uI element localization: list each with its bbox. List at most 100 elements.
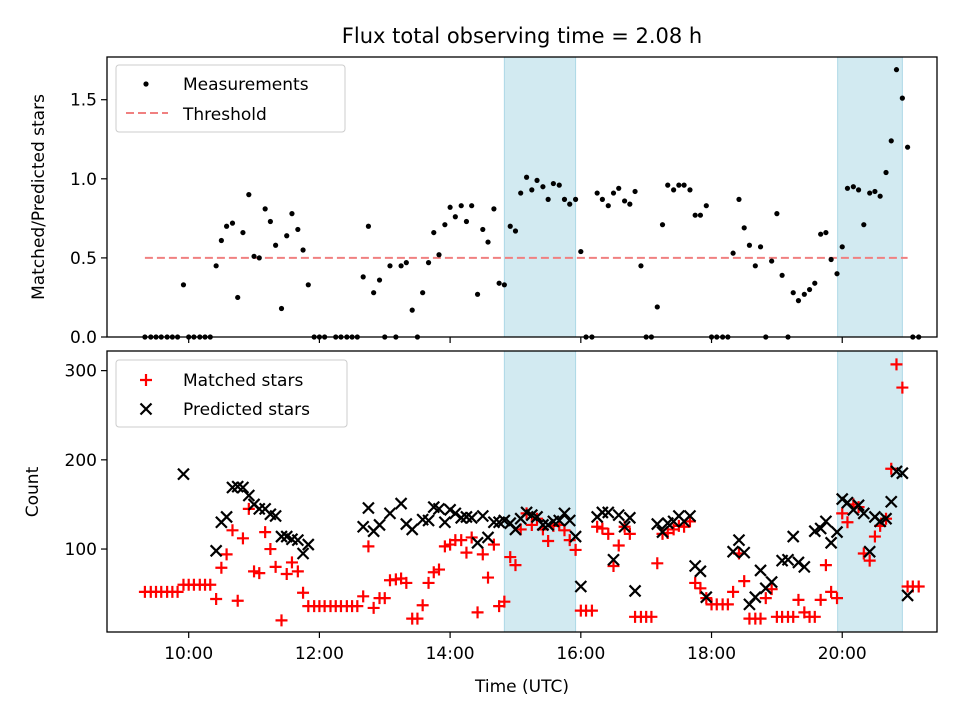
measurement-point xyxy=(899,95,905,101)
measurement-point xyxy=(605,203,611,209)
legend-predicted-marker xyxy=(139,402,153,416)
matched-star-point xyxy=(253,567,266,580)
predicted-star-point xyxy=(628,584,642,598)
matched-star-point xyxy=(422,576,435,589)
measurement-point xyxy=(567,201,573,207)
predicted-star-point xyxy=(177,467,190,481)
measurement-point xyxy=(818,231,824,237)
measurement-point xyxy=(529,187,535,193)
measurement-point xyxy=(622,198,628,204)
measurement-point xyxy=(594,190,600,196)
matched-star-point xyxy=(416,599,429,612)
predicted-star-point xyxy=(694,565,707,578)
matched-star-point xyxy=(825,585,838,598)
measurement-point xyxy=(474,291,481,297)
matched-star-point xyxy=(689,576,702,589)
predicted-star-point xyxy=(296,547,310,560)
predicted-star-point xyxy=(651,517,664,531)
measurement-point xyxy=(540,184,546,190)
measurement-point xyxy=(469,203,475,209)
predicted-star-point xyxy=(824,536,838,550)
measurement-point xyxy=(256,255,262,261)
predicted-star-point xyxy=(726,545,740,558)
predicted-star-point xyxy=(765,575,778,589)
matched-star-point xyxy=(400,576,413,589)
measurement-point xyxy=(834,271,840,277)
matched-star-point xyxy=(411,612,424,625)
legend-measurements-label: Measurements xyxy=(183,75,309,95)
predicted-star-point xyxy=(220,510,233,524)
matched-star-point xyxy=(759,592,772,605)
measurement-point xyxy=(806,286,813,293)
predicted-star-point xyxy=(432,502,446,516)
predicted-star-point xyxy=(471,536,484,550)
measurement-point xyxy=(877,193,883,199)
bottom-plot-frame xyxy=(106,350,938,633)
measurement-point xyxy=(741,225,747,231)
predicted-star-point xyxy=(569,530,582,543)
measurement-point xyxy=(491,206,497,212)
measurement-point xyxy=(888,138,894,144)
x-tick-label: 16:00 xyxy=(556,644,605,664)
predicted-star-point xyxy=(438,515,452,529)
measurement-point xyxy=(823,229,829,236)
x-tick-label: 20:00 xyxy=(818,644,867,664)
y-tick-label: 200 xyxy=(65,451,97,471)
matched-star-point xyxy=(476,548,489,561)
y-tick-label: 1.0 xyxy=(70,170,97,190)
matched-star-point xyxy=(808,610,821,623)
chart-title: Flux total observing time = 2.08 h xyxy=(342,24,702,48)
measurement-point xyxy=(561,196,568,202)
measurement-point xyxy=(828,256,834,263)
predicted-star-point xyxy=(656,525,669,539)
matched-star-point xyxy=(721,598,734,611)
measurement-point xyxy=(556,182,562,188)
measurement-point xyxy=(730,250,736,256)
matched-star-point xyxy=(465,531,478,544)
measurement-point xyxy=(447,204,453,210)
measurement-point xyxy=(452,214,458,220)
predicted-star-point xyxy=(242,489,256,502)
matched-star-point xyxy=(226,524,239,537)
y-tick-label: 0.5 xyxy=(70,249,97,269)
measurement-point xyxy=(610,190,617,196)
predicted-star-point xyxy=(465,511,478,525)
matched-star-point xyxy=(204,578,217,591)
measurement-point xyxy=(872,188,878,195)
measurement-point xyxy=(861,222,867,228)
measurement-point xyxy=(278,305,285,312)
predicted-star-point xyxy=(786,530,800,543)
matched-star-point xyxy=(841,516,854,529)
measurement-point xyxy=(545,196,551,202)
matched-star-point xyxy=(220,548,233,561)
legend-matched-label: Matched stars xyxy=(183,371,303,391)
measurement-point xyxy=(425,260,432,266)
predicted-star-point xyxy=(236,481,250,494)
matched-star-point xyxy=(542,535,555,548)
predicted-star-points xyxy=(177,465,914,611)
measurement-point xyxy=(855,187,862,193)
matched-star-point xyxy=(297,586,310,599)
predicted-star-point xyxy=(563,514,576,527)
measurement-point xyxy=(431,229,437,236)
matched-star-point xyxy=(596,522,609,535)
measurement-point xyxy=(671,187,677,193)
matched-star-point xyxy=(836,507,849,520)
predicted-star-point xyxy=(819,515,833,528)
predicted-star-point xyxy=(863,545,876,558)
measurement-point xyxy=(284,233,290,239)
measurement-point xyxy=(180,282,187,288)
measurement-point xyxy=(218,237,224,244)
measurement-point xyxy=(409,307,415,313)
measurement-points xyxy=(142,67,922,340)
matched-star-point xyxy=(264,543,277,556)
measurement-point xyxy=(235,294,241,301)
matched-star-point xyxy=(819,559,832,572)
predicted-star-point xyxy=(405,523,419,536)
matched-star-point xyxy=(285,556,298,569)
measurement-point xyxy=(496,280,502,286)
measurement-point xyxy=(213,263,219,269)
matched-star-point xyxy=(367,601,380,614)
matched-star-point xyxy=(890,358,903,371)
